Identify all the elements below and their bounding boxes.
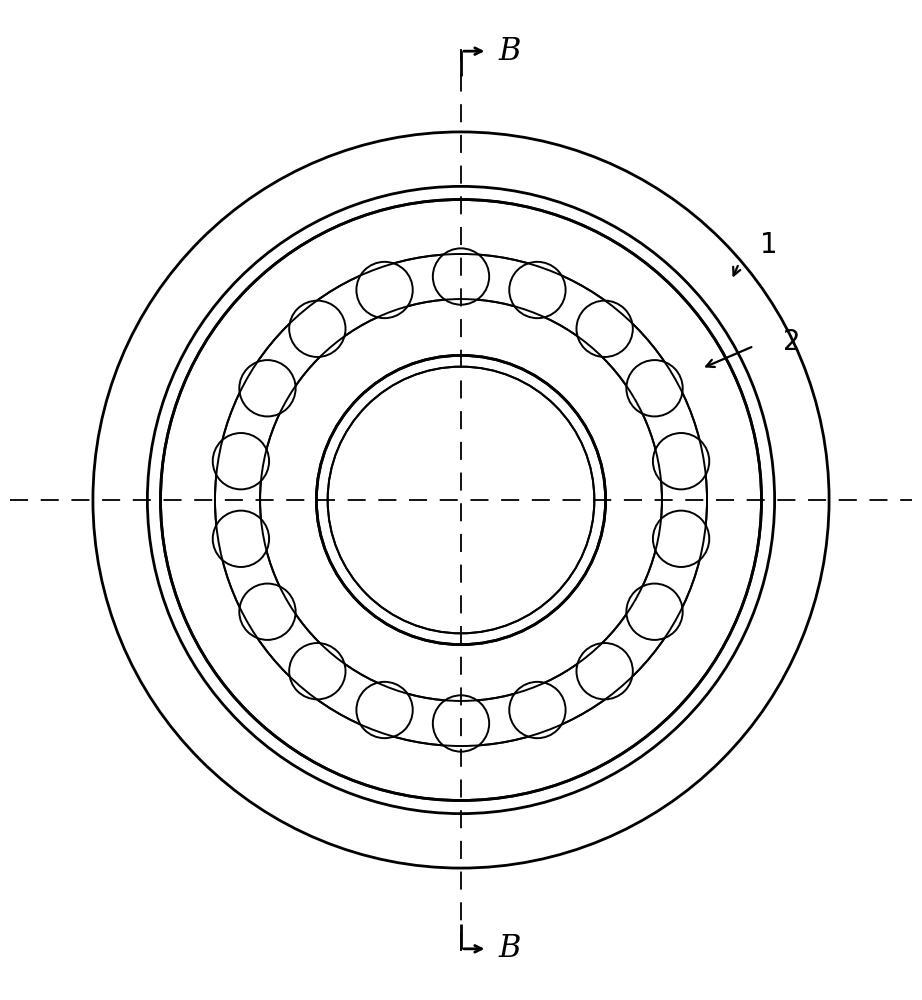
Circle shape	[576, 301, 632, 357]
Circle shape	[240, 584, 296, 640]
Text: 1: 1	[760, 231, 778, 259]
Text: B: B	[499, 36, 521, 67]
Circle shape	[327, 367, 595, 633]
Circle shape	[93, 132, 829, 868]
Circle shape	[213, 433, 269, 489]
Circle shape	[215, 254, 707, 746]
Circle shape	[626, 584, 682, 640]
Circle shape	[316, 355, 606, 645]
Text: B: B	[499, 933, 521, 964]
Circle shape	[160, 200, 762, 800]
Circle shape	[626, 360, 682, 416]
Circle shape	[240, 360, 296, 416]
Circle shape	[213, 511, 269, 567]
Circle shape	[432, 695, 490, 752]
Circle shape	[290, 301, 346, 357]
Circle shape	[509, 262, 565, 318]
Circle shape	[357, 262, 413, 318]
Circle shape	[148, 186, 774, 814]
Text: 2: 2	[783, 328, 800, 356]
Circle shape	[432, 248, 490, 305]
Circle shape	[576, 643, 632, 699]
Circle shape	[653, 433, 709, 489]
Circle shape	[653, 511, 709, 567]
Circle shape	[357, 682, 413, 738]
Circle shape	[260, 299, 662, 701]
Circle shape	[509, 682, 565, 738]
Circle shape	[290, 643, 346, 699]
